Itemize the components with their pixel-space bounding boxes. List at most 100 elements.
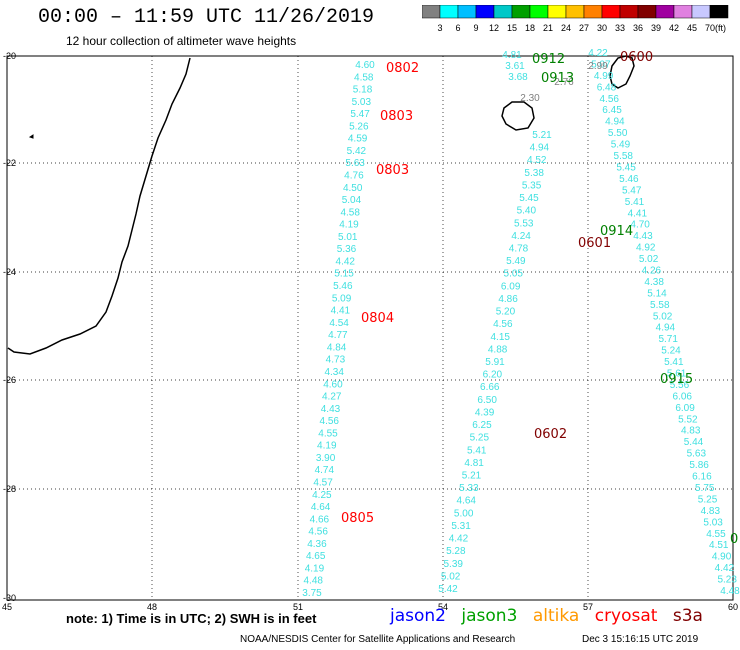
scale-tick-label: 39 [651,23,661,33]
wave-height-value: 5.02 [639,254,659,265]
wave-height-value: 4.59 [348,134,368,145]
wave-height-value: 5.05 [504,269,524,280]
wave-height-value: 5.52 [678,414,698,425]
wave-height-value: 4.64 [457,496,477,507]
track-time-label: 0602 [534,427,567,442]
scale-tick-label: 70 [705,23,715,33]
track-time-label: 0914 [600,224,633,239]
scale-tick-label: 15 [507,23,517,33]
wave-height-value: 4.76 [344,171,364,182]
wave-height-value: 6.48 [597,82,617,93]
wave-height-value: 4.86 [498,294,518,305]
wave-height-value: 5.42 [347,146,367,157]
wave-height-value: 5.03 [703,517,723,528]
wave-height-value: 4.43 [321,404,341,415]
wave-height-value: 4.94 [605,117,625,128]
lat-tick-label: -30 [3,593,16,603]
wave-height-value: 3.75 [302,588,322,599]
wave-height-value: 5.58 [614,151,634,162]
coastlines [7,55,635,355]
wave-height-value: 5.56 [670,380,690,391]
wave-height-value: 5.42 [438,584,458,595]
satellite-jason3: jason3 [461,606,518,626]
scale-tick-label: 3 [437,23,442,33]
wave-height-value: 5.71 [658,334,678,345]
wave-height-value: 4.48 [720,586,740,597]
wave-height-value: 5.86 [689,460,709,471]
wave-height-value: 4.81 [502,50,522,61]
wave-height-value: 4.94 [530,143,550,154]
wave-height-value: 4.19 [339,220,359,231]
wave-height-value: 6.16 [692,472,712,483]
wave-height-value: 4.41 [331,306,351,317]
wave-height-value: 2.99 [588,61,608,72]
wave-height-value: 5.03 [352,97,372,108]
map-frame [6,55,734,601]
small-island-coastline [28,134,34,139]
track-time-label: 0803 [376,163,409,178]
wave-height-value: 5.49 [611,140,631,151]
altimeter-tracks: 4.604.585.185.035.475.264.595.425.634.76… [302,48,740,599]
scale-tick-label: 9 [473,23,478,33]
wave-height-value: 5.23 [717,575,737,586]
wave-height-value: 4.66 [310,514,330,525]
mauritius-island-coastline [609,55,635,89]
grid-lines [7,56,733,600]
lat-tick-label: -28 [3,484,16,494]
wave-height-value: 4.90 [712,552,732,563]
track-time-label: 0600 [620,50,653,65]
wave-height-value: 5.28 [446,546,466,557]
wave-height-value: 5.47 [622,185,642,196]
track-time-label: 0601 [578,236,611,251]
satellite-cryosat: cryosat [594,606,658,626]
satellite-legend: jason2 jason3 altika cryosat s3a [390,606,713,626]
lon-tick-label: 51 [293,602,303,610]
wave-height-value: 4.65 [306,551,326,562]
satellite-altika: altika [532,606,580,626]
track-time-labels: 0802 0803 0803 0804 0805 0912 0913 0914 0915 0 060… [341,50,738,547]
wave-height-value: 5.25 [470,433,490,444]
wave-height-value: 6.09 [501,281,521,292]
wave-height-value: 5.31 [451,521,471,532]
wave-height-value: 4.84 [327,342,347,353]
wave-height-value: 4.22 [588,48,608,59]
map-subtitle: 12 hour collection of altimeter wave hei… [66,34,297,48]
wave-height-value: 4.42 [715,563,735,574]
wave-height-value: 5.09 [332,293,352,304]
wave-height-value: 4.60 [323,379,343,390]
lon-tick-label: 57 [583,602,593,610]
wave-height-value: 4.73 [326,355,346,366]
wave-height-value: 4.92 [636,243,656,254]
wave-height-value: 2.30 [520,93,540,104]
wave-height-value: 5.20 [496,307,516,318]
wave-height-value: 5.35 [522,180,542,191]
wave-height-value: 6.66 [480,382,500,393]
scale-tick-label: 12 [489,23,499,33]
lat-tick-label: -20 [3,51,16,61]
wave-height-value: 4.27 [322,392,342,403]
scale-tick-label: 27 [579,23,589,33]
wave-height-value: 4.70 [630,220,650,231]
wave-height-value: 4.83 [701,506,721,517]
wave-height-value: 5.53 [514,218,534,229]
wave-height-value: 5.36 [337,244,357,255]
track-time-label: 0913 [541,71,574,86]
scale-tick-label: 36 [633,23,643,33]
wave-height-value: 3.61 [505,61,525,72]
wave-height-value: 4.34 [324,367,344,378]
wave-height-value: 4.78 [509,244,529,255]
lat-tick-label: -24 [3,267,16,277]
wave-height-value: 4.51 [709,540,729,551]
wave-height-value: 5.14 [647,288,667,299]
wave-height-value: 5.49 [506,256,526,267]
scale-tick-label: 6 [455,23,460,33]
wave-height-value: 6.06 [673,391,693,402]
satellite-jason2: jason2 [390,606,446,626]
wave-height-value: 5.02 [653,311,673,322]
track-time-label: 0912 [532,52,565,67]
wave-height-value: 4.88 [488,344,508,355]
wave-height-value: 5.21 [532,130,552,141]
wave-height-value: 5.39 [443,559,463,570]
wave-height-value: 6.45 [602,105,622,116]
